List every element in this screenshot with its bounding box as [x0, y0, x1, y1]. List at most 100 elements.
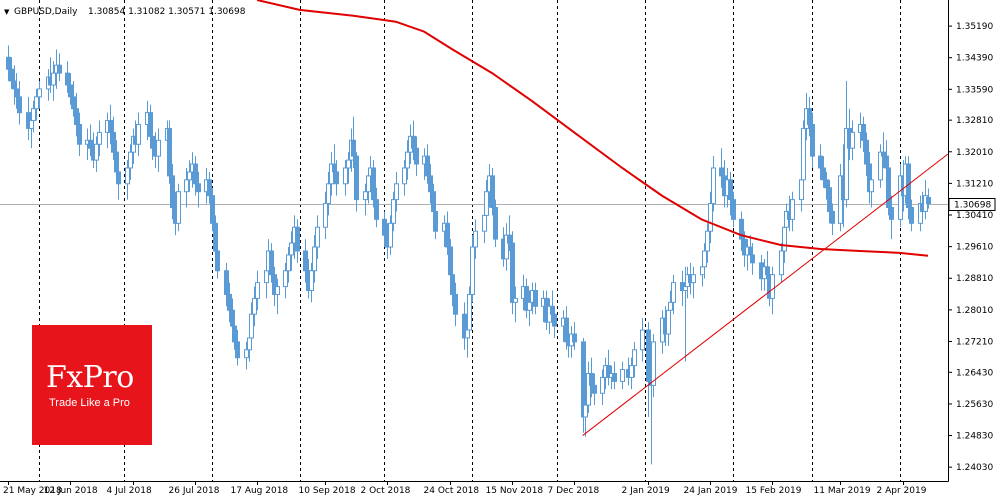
candle	[346, 152, 351, 184]
candle	[552, 306, 557, 338]
chart-header: ▼ GBPUSD,Daily 1.30854 1.31082 1.30571 1…	[4, 7, 246, 17]
candle-body	[295, 226, 300, 252]
candle-body	[196, 183, 201, 193]
candle	[283, 262, 288, 299]
candle	[886, 160, 891, 216]
candle	[207, 171, 212, 204]
candle	[184, 167, 189, 208]
candle-body	[170, 175, 175, 208]
candle	[17, 81, 22, 125]
moving-average-line	[256, 0, 929, 257]
candle	[343, 160, 348, 196]
candle-body	[29, 120, 34, 129]
candle-body	[128, 151, 133, 169]
candle-body	[232, 325, 237, 343]
chart-frame	[0, 0, 949, 482]
x-tick-label: 15 Feb 2019	[746, 486, 802, 496]
x-tick-label: 2 Apr 2019	[877, 486, 927, 496]
candle-body	[303, 250, 308, 272]
candle-body	[249, 313, 254, 339]
candle-body	[748, 246, 753, 256]
candle-body	[227, 293, 232, 311]
candle-body	[272, 274, 277, 295]
candle-body	[326, 183, 331, 205]
candle-body	[354, 155, 359, 201]
candle	[728, 171, 733, 216]
candle-body	[68, 84, 73, 98]
candle	[125, 160, 130, 200]
candle	[918, 195, 923, 232]
candle-body	[524, 286, 529, 311]
candle-body	[824, 179, 829, 189]
candle-body	[750, 254, 755, 264]
candle	[818, 144, 823, 180]
candle	[731, 191, 736, 228]
candle-body	[215, 250, 220, 272]
candle-body	[450, 274, 455, 295]
candle-body	[51, 72, 56, 86]
candle	[227, 282, 232, 323]
candle-body	[782, 226, 787, 252]
candle	[272, 266, 277, 307]
candle	[889, 195, 894, 240]
candle	[779, 243, 784, 283]
candle	[524, 278, 529, 319]
candle-body	[425, 155, 430, 177]
candle-body	[482, 214, 487, 232]
candle	[402, 160, 407, 196]
candle	[312, 235, 317, 283]
y-tick-label: 1.29610	[956, 243, 993, 253]
candle	[830, 203, 835, 236]
candle	[6, 45, 11, 82]
candle	[405, 140, 410, 180]
candle	[295, 219, 300, 263]
candle-body	[255, 282, 260, 299]
candle	[473, 219, 478, 259]
candle	[821, 156, 826, 188]
candle	[589, 357, 594, 398]
candle	[493, 199, 498, 248]
candle-body	[462, 313, 467, 339]
y-tick-label: 1.32010	[956, 148, 993, 158]
candle-body	[31, 108, 36, 122]
candle-body	[889, 206, 894, 220]
candle-body	[34, 96, 39, 110]
candle-body	[799, 179, 804, 201]
x-tick-label: 24 Oct 2018	[424, 486, 480, 496]
candle-body	[886, 167, 891, 208]
candle-body	[445, 222, 450, 248]
candle	[898, 164, 903, 228]
symbol-menu-icon[interactable]: ▼	[4, 8, 10, 16]
candle-body	[388, 222, 393, 248]
candle-body	[586, 372, 591, 406]
candle-body	[683, 286, 688, 291]
candle-body	[286, 254, 291, 272]
period-separators	[39, 0, 901, 481]
candle-body	[167, 127, 172, 177]
candle-body	[405, 151, 410, 169]
candle	[671, 274, 676, 315]
candle	[533, 282, 538, 315]
candle-body	[374, 199, 379, 220]
candle-body	[881, 151, 886, 157]
candle-body	[125, 167, 130, 185]
candle	[708, 191, 713, 244]
candle	[329, 152, 334, 196]
candle	[632, 341, 637, 378]
candle	[470, 235, 475, 303]
candle	[34, 88, 39, 121]
candle	[136, 112, 141, 157]
candle-body	[433, 210, 438, 232]
candle	[388, 215, 393, 255]
candle-body	[65, 72, 70, 86]
candle-body	[156, 139, 161, 157]
candle-body	[507, 234, 512, 244]
candle	[37, 81, 42, 109]
candle-body	[702, 250, 707, 268]
candle-body	[484, 191, 489, 216]
candle-body	[572, 333, 577, 343]
candle	[249, 302, 254, 350]
candle-body	[275, 286, 280, 295]
candle-body	[323, 203, 328, 228]
